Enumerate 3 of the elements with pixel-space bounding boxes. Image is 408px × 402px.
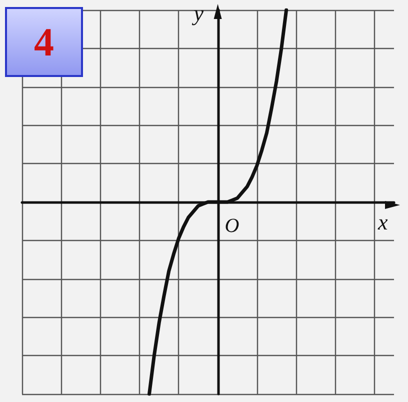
x-axis-title: x	[377, 210, 388, 234]
annotation: O	[224, 215, 240, 237]
annotation: 4	[34, 20, 54, 64]
